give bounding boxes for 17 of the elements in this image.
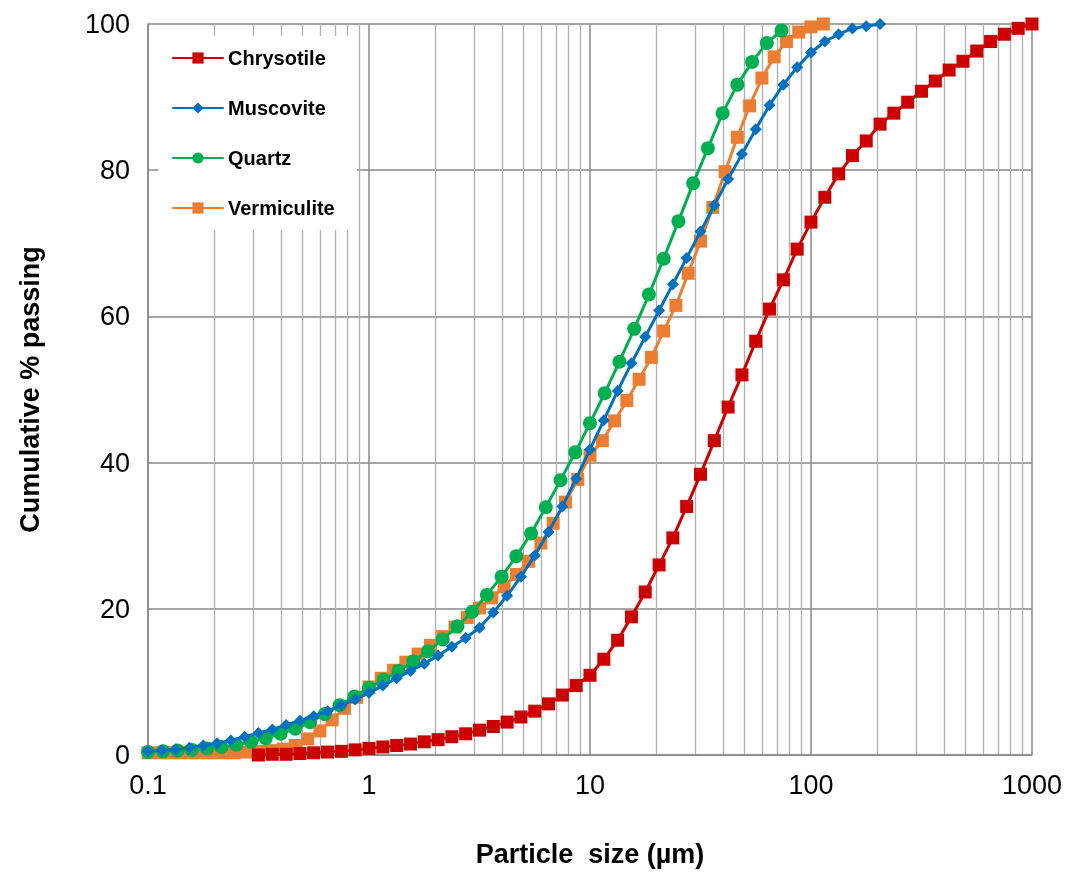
- x-axis-title: Particle size (µm): [475, 838, 705, 869]
- legend-label: Quartz: [228, 147, 292, 169]
- x-tick-label: 1: [361, 769, 377, 800]
- x-tick-label: 1000: [1001, 769, 1063, 800]
- legend-label: Muscovite: [228, 97, 326, 119]
- y-tick-label: 80: [99, 155, 130, 186]
- y-tick-label: 60: [99, 301, 130, 332]
- y-tick-label: 20: [99, 593, 130, 624]
- y-tick-label: 40: [99, 447, 130, 478]
- legend-label: Vermiculite: [228, 197, 335, 219]
- x-tick-label: 10: [574, 769, 606, 800]
- y-axis-title: Cumulative % passing: [14, 246, 45, 533]
- legend-label: Chrysotile: [228, 47, 326, 69]
- y-tick-label: 100: [84, 9, 130, 39]
- x-tick-label: 0.1: [129, 769, 167, 800]
- y-tick-label: 0: [114, 740, 130, 770]
- x-tick-label: 100: [788, 769, 834, 800]
